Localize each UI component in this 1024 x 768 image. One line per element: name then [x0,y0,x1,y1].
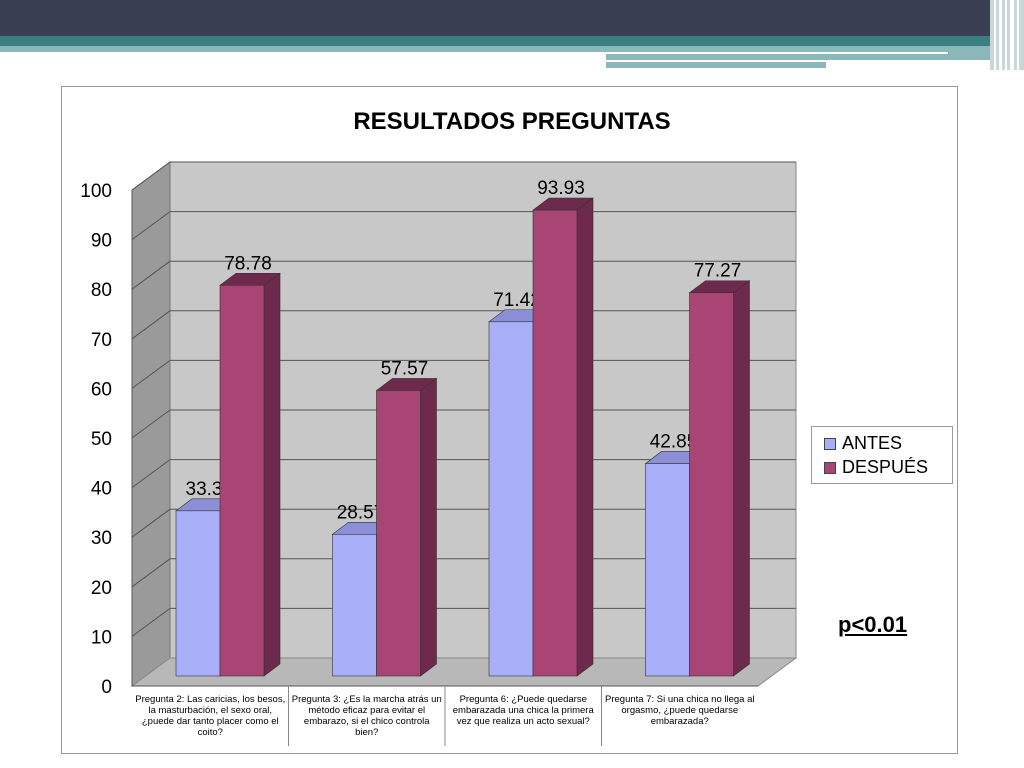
gridline-side [131,607,171,637]
gridline-side [131,359,171,389]
gridline-side [131,558,171,588]
y-tick-label: 90 [91,231,112,252]
y-tick-label: 50 [91,429,112,450]
bar-despues-pregunta-7 [689,292,734,677]
y-tick-label: 100 [80,181,112,202]
x-category-label: Pregunta 3: ¿Es la marcha atrás un métod… [291,694,442,738]
slide-accent-stripe-light [0,46,1024,52]
legend-label-despues: DESPUÉS [842,457,929,477]
data-label-despues-pregunta-6: 93.93 [537,178,585,199]
gridline-side [131,459,171,489]
bar-despues-pregunta-6 [532,209,578,677]
data-label-antes-pregunta-6: 71.42 [493,290,541,311]
gridline-side [131,161,171,191]
bar-side-despues-pregunta-6 [576,197,594,677]
data-label-antes-pregunta-2: 33.3 [186,479,223,500]
slide-accent-line [606,52,948,54]
y-tick-label: 0 [101,677,112,698]
gridline-side [131,409,171,439]
bar-side-despues-pregunta-2 [263,272,281,677]
y-tick-label: 80 [91,280,112,301]
bar-side-despues-pregunta-7 [733,280,750,677]
slide-accent-bar-right [606,52,1024,60]
y-tick-label: 20 [91,578,112,599]
slide-corner-decoration [990,0,1024,70]
bar-antes-pregunta-7 [645,463,690,677]
slide-top-bar [0,0,1024,36]
bar-despues-pregunta-3 [376,390,421,677]
bar-side-despues-pregunta-3 [420,377,437,677]
bar-antes-pregunta-2 [175,510,221,677]
data-label-antes-pregunta-7: 42.85 [650,431,698,452]
y-tick-label: 40 [91,479,112,500]
legend-swatch-antes [824,438,836,450]
x-category-label: Pregunta 6: ¿Puede quedarse embarazada u… [452,694,594,727]
p-value-annotation: p<0.01 [838,612,908,637]
bar-antes-pregunta-6 [488,321,534,677]
gridline-side [131,211,171,241]
y-tick-label: 60 [91,379,112,400]
data-label-despues-pregunta-7: 77.27 [694,261,742,282]
slide-accent-bar-short [606,62,826,68]
x-category-label: Pregunta 7: Si una chica no llega al org… [605,694,755,727]
legend-label-antes: ANTES [842,433,903,453]
y-tick-label: 30 [91,528,112,549]
data-label-despues-pregunta-2: 78.78 [224,253,272,274]
bar-despues-pregunta-2 [219,284,265,677]
data-label-antes-pregunta-3: 28.57 [337,502,385,523]
gridline-side [131,310,171,340]
slide-accent-stripe [0,36,1024,46]
bar-antes-pregunta-3 [332,533,377,677]
gridline-side [131,508,171,538]
gridline-side [131,260,171,290]
y-tick-label: 10 [91,627,112,648]
data-label-despues-pregunta-3: 57.57 [381,358,429,379]
chart-legend: ANTES DESPUÉS [811,426,953,484]
x-category-label: Pregunta 2: Las caricias, los besos, la … [135,694,286,738]
y-tick-label: 70 [91,330,112,351]
chart-title: RESULTADOS PREGUNTAS [353,108,671,135]
legend-swatch-despues [824,462,836,474]
